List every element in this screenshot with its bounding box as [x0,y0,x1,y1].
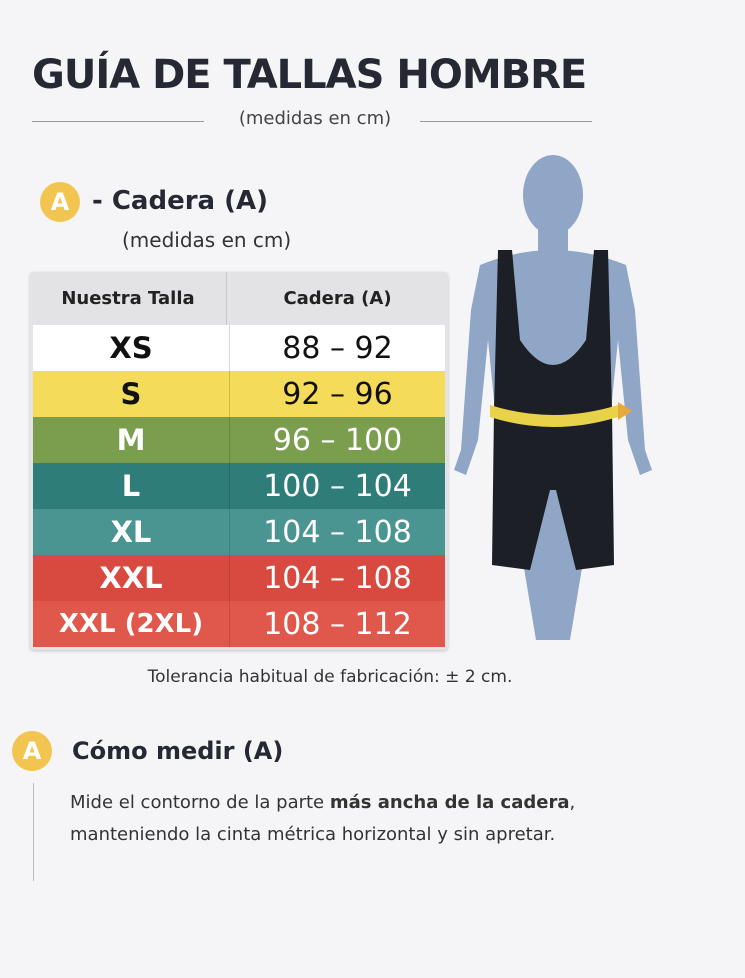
table-header: Nuestra Talla Cadera (A) [30,272,448,325]
divider [420,121,592,122]
table-row: XXL (2XL) 108 – 112 [33,601,445,647]
table-row: XL 104 – 108 [33,509,445,555]
hip-range-cell: 104 – 108 [263,560,412,596]
header-size: Nuestra Talla [30,272,227,325]
size-cell: L [33,463,230,509]
size-cell: XXL [33,555,230,601]
arrow-icon [618,402,632,420]
page-title: GUÍA DE TALLAS HOMBRE [32,52,587,98]
bib-shorts [492,250,614,570]
size-cell: M [33,417,230,463]
table-row: XS 88 – 92 [33,325,445,371]
table-row: XXL 104 – 108 [33,555,445,601]
size-cell: XXL (2XL) [33,601,230,647]
hip-range-cell: 100 – 104 [263,468,412,504]
tolerance-note: Tolerancia habitual de fabricación: ± 2 … [147,667,513,687]
header-hip: Cadera (A) [283,288,392,309]
section-subtitle: (medidas en cm) [122,228,292,252]
page-subtitle: (medidas en cm) [238,108,392,129]
how-to-title: Cómo medir (A) [72,737,284,765]
divider [33,783,34,881]
mannequin-head [523,155,583,235]
desc-bold: más ancha de la cadera [329,792,570,813]
desc-text: , manteniendo la cinta métrica horizonta… [70,792,576,845]
divider [32,121,204,122]
table-row: L 100 – 104 [33,463,445,509]
section-title: - Cadera (A) [92,186,269,216]
table-row: S 92 – 96 [33,371,445,417]
hip-range-cell: 92 – 96 [282,376,393,412]
hip-range-cell: 88 – 92 [282,330,393,366]
size-cell: XL [33,509,230,555]
table-row: M 96 – 100 [33,417,445,463]
size-cell: S [33,371,230,417]
size-cell: XS [33,325,230,371]
hip-range-cell: 108 – 112 [263,606,412,642]
mannequin-figure [454,155,652,640]
measuring-tape [490,405,618,427]
size-table: Nuestra Talla Cadera (A) XS 88 – 92 S 92 – … [30,272,448,650]
hip-range-cell: 96 – 100 [272,422,403,458]
section-badge: A [40,182,80,222]
how-to-description: Mide el contorno de la parte más ancha d… [70,787,575,851]
desc-text: Mide el contorno de la parte [70,792,330,813]
how-to-badge: A [12,731,52,771]
hip-range-cell: 104 – 108 [263,514,412,550]
